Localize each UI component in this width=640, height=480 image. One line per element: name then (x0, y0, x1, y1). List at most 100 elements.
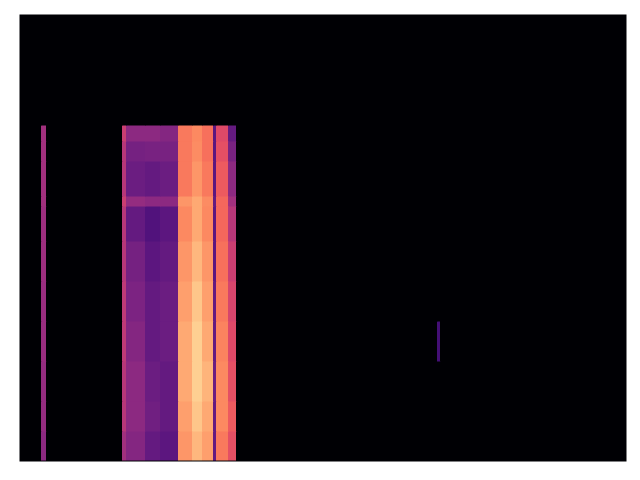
heatmap-cell (192, 125, 203, 142)
heatmap-cell (202, 361, 214, 402)
heatmap-cell (228, 141, 237, 162)
heatmap-cell (236, 125, 438, 142)
heatmap-cell (216, 196, 229, 207)
heatmap-cell (228, 161, 237, 197)
heatmap-cell (20, 206, 42, 242)
heatmap-cell (160, 125, 179, 142)
heatmap-cell (213, 206, 217, 242)
heatmap-cell (228, 241, 237, 282)
heatmap-cell (178, 401, 193, 432)
heatmap-cell (20, 161, 42, 197)
heatmap-cell (228, 321, 237, 362)
chart (0, 0, 640, 480)
heatmap-cell (236, 196, 438, 207)
heatmap-cell (202, 206, 214, 242)
heatmap-cell (216, 161, 229, 197)
heatmap-cell (145, 431, 161, 461)
heatmap-cell (46, 161, 123, 197)
heatmap-cell (126, 196, 146, 207)
heatmap-cell (122, 431, 127, 461)
heatmap-cell (122, 125, 127, 142)
heatmap-cell (178, 125, 193, 142)
heatmap-cell (437, 15, 441, 126)
heatmap-cell (145, 161, 161, 197)
heatmap-cell (20, 196, 42, 207)
heatmap-cell (122, 196, 127, 207)
heatmap-cell (437, 431, 441, 461)
heatmap-cell (202, 401, 214, 432)
heatmap-cell (145, 206, 161, 242)
heatmap-cell (202, 241, 214, 282)
heatmap-cells (20, 15, 626, 461)
heatmap-cell (216, 15, 229, 126)
heatmap-cell (202, 196, 214, 207)
heatmap-cell (202, 141, 214, 162)
heatmap-cell (122, 281, 127, 322)
heatmap-cell (228, 431, 237, 461)
heatmap-cell (20, 281, 42, 322)
heatmap-cell (236, 15, 438, 126)
heatmap-cell (46, 281, 123, 322)
heatmap-cell (437, 196, 441, 207)
heatmap-cell (236, 321, 438, 362)
heatmap-cell (160, 196, 179, 207)
heatmap-cell (192, 15, 203, 126)
heatmap-cell (20, 125, 42, 142)
heatmap-cell (46, 206, 123, 242)
heatmap-cell (145, 281, 161, 322)
heatmap-cell (213, 161, 217, 197)
heatmap-cell (126, 361, 146, 402)
heatmap-cell (236, 401, 438, 432)
heatmap-cell (440, 321, 626, 362)
heatmap-cell (122, 321, 127, 362)
heatmap-cell (145, 15, 161, 126)
heatmap-cell (20, 321, 42, 362)
heatmap-cell (145, 401, 161, 432)
heatmap-cell (216, 431, 229, 461)
heatmap-cell (213, 196, 217, 207)
heatmap-cell (228, 361, 237, 402)
heatmap-cell (216, 125, 229, 142)
heatmap-cell (20, 141, 42, 162)
heatmap-cell (202, 321, 214, 362)
heatmap-cell (236, 281, 438, 322)
heatmap-cell (437, 206, 441, 242)
heatmap-cell (440, 431, 626, 461)
heatmap-cell (437, 321, 441, 362)
heatmap-cell (126, 15, 146, 126)
heatmap-cell (228, 401, 237, 432)
heatmap-cell (41, 141, 47, 162)
heatmap-cell (440, 125, 626, 142)
heatmap-cell (160, 281, 179, 322)
heatmap-cell (216, 141, 229, 162)
heatmap-cell (437, 125, 441, 142)
heatmap-cell (145, 321, 161, 362)
heatmap-cell (202, 281, 214, 322)
heatmap-cell (216, 321, 229, 362)
heatmap-cell (202, 161, 214, 197)
heatmap-cell (213, 401, 217, 432)
heatmap-cell (178, 15, 193, 126)
heatmap-cell (46, 401, 123, 432)
heatmap-cell (122, 141, 127, 162)
heatmap-cell (122, 15, 127, 126)
heatmap-cell (202, 431, 214, 461)
heatmap-cell (440, 241, 626, 282)
heatmap-cell (160, 15, 179, 126)
heatmap-cell (126, 281, 146, 322)
heatmap-cell (41, 401, 47, 432)
heatmap-cell (228, 196, 237, 207)
heatmap-cell (126, 431, 146, 461)
heatmap-cell (122, 206, 127, 242)
heatmap-cell (160, 431, 179, 461)
heatmap-cell (178, 196, 193, 207)
heatmap-cell (437, 281, 441, 322)
heatmap-cell (126, 401, 146, 432)
heatmap-cell (213, 281, 217, 322)
plot-area (20, 15, 627, 462)
heatmap-cell (178, 321, 193, 362)
heatmap-cell (145, 361, 161, 402)
heatmap-cell (46, 431, 123, 461)
heatmap-cell (440, 361, 626, 402)
heatmap-cell (192, 161, 203, 197)
